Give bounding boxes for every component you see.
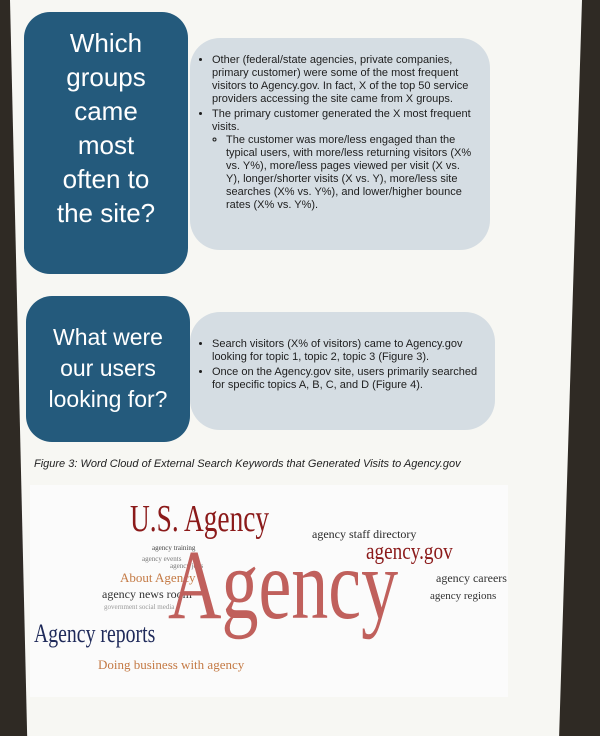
question-line: often to [62, 164, 150, 194]
cloud-word: government social media [104, 603, 175, 611]
cloud-word: U.S. Agency [130, 498, 270, 540]
answer-bullet: Search visitors (X% of visitors) came to… [212, 338, 483, 364]
answer-bullet: Once on the Agency.gov site, users prima… [212, 366, 483, 392]
answer-list: Other (federal/state agencies, private c… [196, 54, 476, 212]
question-line: most [77, 130, 135, 160]
question-line: Which [69, 28, 143, 58]
question-box-looking-for: What were our users looking for? [26, 296, 190, 442]
answer-bullet: The primary customer generated the X mos… [212, 108, 476, 212]
cloud-word: Agency [168, 529, 399, 640]
question-line: groups [66, 62, 146, 92]
cloud-word: agency training [152, 544, 196, 552]
cloud-word: agency jobs [170, 562, 204, 570]
answer-box-looking-for: Search visitors (X% of visitors) came to… [190, 312, 495, 430]
question-line: our users [60, 355, 156, 381]
cloud-word: About Agency [120, 570, 196, 585]
cloud-word: agency careers [436, 571, 507, 585]
question-line: the site? [56, 198, 156, 228]
question-box-groups: Which groups came most often to the site… [24, 12, 188, 274]
cloud-word: agency staff directory [312, 527, 417, 541]
answer-sublist: The customer was more/less engaged than … [212, 134, 476, 212]
answer-sub-bullet: The customer was more/less engaged than … [226, 134, 476, 212]
cloud-word: agency news room [102, 587, 192, 601]
question-line: came [74, 96, 138, 126]
cloud-word: agency events [142, 555, 182, 563]
figure-caption: Figure 3: Word Cloud of External Search … [34, 458, 461, 470]
cloud-word: agency regions [430, 590, 497, 602]
answer-bullet: Other (federal/state agencies, private c… [212, 54, 476, 106]
word-cloud: U.S. Agency agency staff directory agenc… [30, 485, 508, 697]
answer-list: Search visitors (X% of visitors) came to… [196, 338, 483, 392]
answer-bullet-text: The primary customer generated the X mos… [212, 108, 471, 133]
cloud-word: Doing business with agency [98, 657, 245, 672]
cloud-word: agency.gov [366, 539, 453, 565]
document-page: Which groups came most often to the site… [10, 0, 582, 736]
question-line: looking for? [48, 386, 168, 412]
answer-box-groups: Other (federal/state agencies, private c… [190, 38, 490, 250]
cloud-word: Agency reports [34, 619, 156, 648]
question-line: What were [53, 324, 163, 350]
